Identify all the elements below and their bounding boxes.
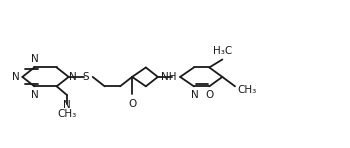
Text: N: N <box>31 90 39 100</box>
Text: O: O <box>128 99 136 109</box>
Text: S: S <box>82 72 89 82</box>
Text: CH₃: CH₃ <box>57 109 77 119</box>
Text: NH: NH <box>161 72 176 82</box>
Text: N: N <box>69 72 76 82</box>
Text: N: N <box>63 100 71 110</box>
Text: O: O <box>206 90 214 100</box>
Text: N: N <box>191 90 198 100</box>
Text: N: N <box>12 72 20 82</box>
Text: N: N <box>31 54 39 64</box>
Text: CH₃: CH₃ <box>237 85 257 95</box>
Text: H₃C: H₃C <box>213 46 232 56</box>
